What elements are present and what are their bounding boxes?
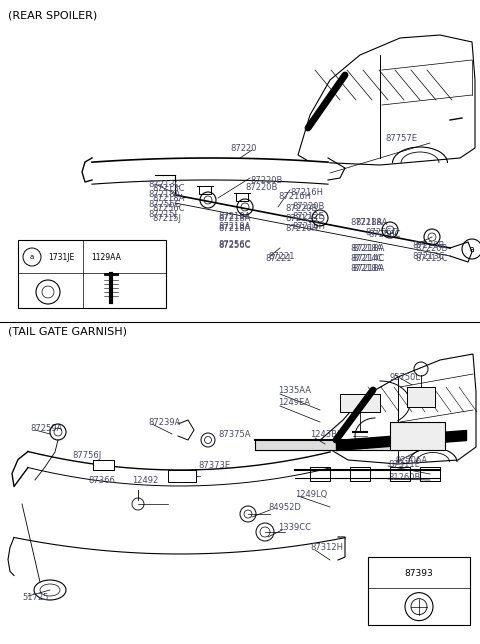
Text: 87218A: 87218A <box>350 243 383 252</box>
Text: 87221: 87221 <box>265 254 291 263</box>
Text: 87218A: 87218A <box>350 218 383 227</box>
Text: a: a <box>30 254 34 260</box>
Text: 87218A: 87218A <box>148 189 180 198</box>
Text: 87216H: 87216H <box>290 187 323 196</box>
Text: 12492: 12492 <box>132 475 158 484</box>
Text: 81260B: 81260B <box>388 473 420 482</box>
Text: 1731JE: 1731JE <box>48 252 74 261</box>
Text: 87373E: 87373E <box>198 460 230 469</box>
Text: 51725: 51725 <box>22 594 48 603</box>
Text: (TAIL GATE GARNISH): (TAIL GATE GARNISH) <box>8 326 127 336</box>
Text: 87256C: 87256C <box>218 240 251 249</box>
Bar <box>420 467 440 481</box>
Text: 87213C: 87213C <box>412 252 444 261</box>
Bar <box>18 240 166 308</box>
Text: 95750L: 95750L <box>390 372 421 381</box>
Bar <box>390 467 410 481</box>
Text: 84952D: 84952D <box>268 502 301 511</box>
Text: (REAR SPOILER): (REAR SPOILER) <box>8 10 97 20</box>
Bar <box>350 467 370 481</box>
Text: 87215J: 87215J <box>152 214 181 222</box>
Text: 87256C: 87256C <box>152 204 184 213</box>
Text: 87312H: 87312H <box>310 542 343 551</box>
Text: 87216H: 87216H <box>292 222 325 231</box>
Text: 87213C: 87213C <box>148 180 180 189</box>
Text: 87218A: 87218A <box>350 263 383 272</box>
Text: 87220B: 87220B <box>250 176 282 184</box>
Text: 87214C: 87214C <box>352 254 384 263</box>
Text: 1129AA: 1129AA <box>91 252 121 261</box>
Text: 87221: 87221 <box>268 252 295 261</box>
Text: 87311E: 87311E <box>388 460 420 468</box>
Text: 87218A: 87218A <box>218 222 251 231</box>
Text: 87220: 87220 <box>230 144 256 153</box>
Text: 92506A: 92506A <box>395 455 427 464</box>
Text: 87213C: 87213C <box>152 184 184 193</box>
Bar <box>368 557 470 625</box>
Text: 87366: 87366 <box>88 475 115 484</box>
Text: 87216H: 87216H <box>285 223 318 232</box>
Text: 87239A: 87239A <box>148 417 180 426</box>
Text: 87213C: 87213C <box>415 254 447 263</box>
Text: 87215J: 87215J <box>148 209 177 218</box>
Text: 1243BH: 1243BH <box>310 430 343 439</box>
Text: 87218A: 87218A <box>355 218 387 227</box>
Text: 87393: 87393 <box>405 569 433 578</box>
Text: 87220B: 87220B <box>285 204 317 213</box>
Text: 87214C: 87214C <box>350 254 383 263</box>
Text: 1249LQ: 1249LQ <box>295 489 327 498</box>
Text: 1339CC: 1339CC <box>278 522 311 531</box>
Text: 87220B: 87220B <box>415 243 447 252</box>
Text: 87757E: 87757E <box>385 133 417 142</box>
Text: 87218A: 87218A <box>218 223 251 232</box>
Text: 87259A: 87259A <box>30 424 62 433</box>
Text: 87220B: 87220B <box>412 240 444 249</box>
Text: 87218A: 87218A <box>152 193 184 202</box>
Text: 87220B: 87220B <box>245 182 277 191</box>
Text: 87256C: 87256C <box>365 227 397 236</box>
Text: 87256C: 87256C <box>148 200 180 209</box>
Text: 87212E: 87212E <box>285 214 317 222</box>
Text: 87220B: 87220B <box>292 202 324 211</box>
Text: 87756J: 87756J <box>72 451 101 460</box>
Text: 87218A: 87218A <box>352 243 384 252</box>
Text: a: a <box>469 245 474 254</box>
Text: 87375A: 87375A <box>218 430 251 439</box>
Text: 87256C: 87256C <box>368 229 400 238</box>
Text: 87218A: 87218A <box>352 263 384 272</box>
Text: 1335AA: 1335AA <box>278 386 311 395</box>
Text: 87218A: 87218A <box>218 211 251 220</box>
Text: 87256C: 87256C <box>218 240 251 249</box>
Text: 87212E: 87212E <box>292 211 324 220</box>
Text: 1249EA: 1249EA <box>278 397 310 406</box>
Bar <box>310 467 330 481</box>
Text: 87218A: 87218A <box>218 214 251 222</box>
Text: 87216H: 87216H <box>278 191 311 200</box>
